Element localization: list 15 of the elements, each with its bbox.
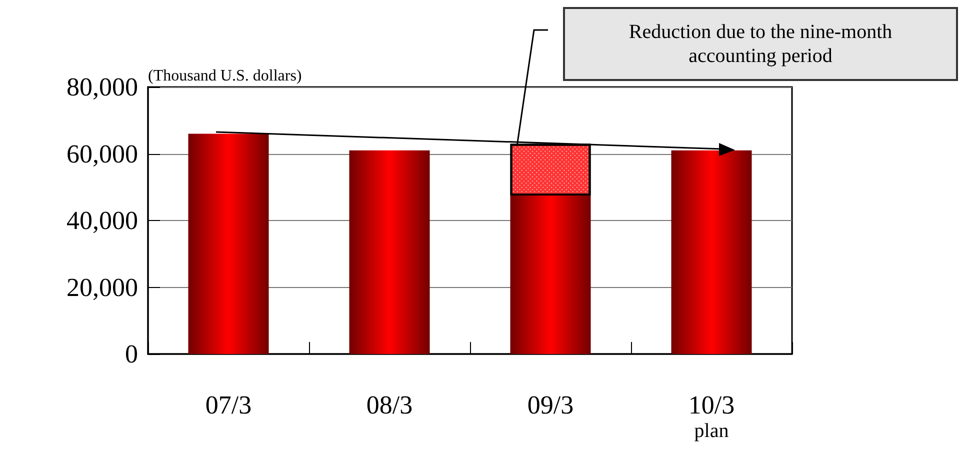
y-tick-label: 80,000: [66, 72, 138, 102]
bar: [510, 195, 591, 354]
y-axis-title: (Thousand U.S. dollars): [148, 68, 302, 84]
x-tick-label: 09/3: [527, 390, 574, 420]
y-tick-label: 20,000: [66, 272, 138, 302]
y-tick-label: 60,000: [66, 139, 138, 168]
x-tick-label: 07/3: [205, 390, 252, 420]
x-tick-label: 10/3 plan: [688, 390, 735, 442]
x-tick-label: 08/3: [366, 390, 413, 420]
bar: [671, 150, 752, 354]
bar: [188, 134, 269, 354]
y-tick-label: 0: [125, 340, 138, 368]
bar: [349, 150, 430, 354]
text: Reduction due to the nine-month accounting period: [563, 7, 958, 81]
y-tick-label: 40,000: [66, 206, 138, 235]
